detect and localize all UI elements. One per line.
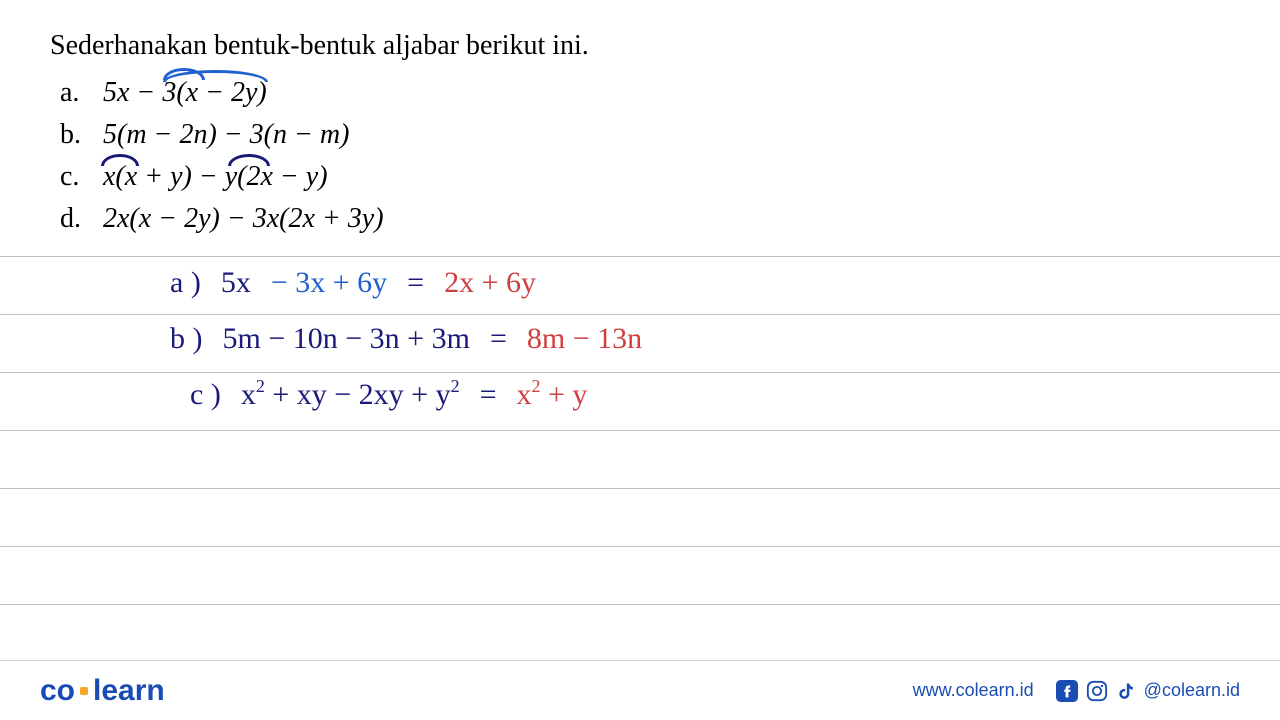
ruled-line <box>0 256 1280 257</box>
instruction-text: Sederhanakan bentuk-bentuk aljabar berik… <box>50 30 1230 62</box>
problem-item: a. 5x − 3(x − 2y) <box>60 72 1230 114</box>
social-links: @colearn.id <box>1056 680 1240 702</box>
handwritten-segment: a ) <box>170 266 201 300</box>
problem-label: a. <box>60 72 85 114</box>
handwritten-segment: c ) <box>190 378 221 412</box>
handwritten-segment: x2 + y <box>517 378 588 412</box>
ruled-line <box>0 314 1280 315</box>
expr-text: 5(m − 2n) − 3(n − m) <box>103 119 349 150</box>
facebook-icon <box>1056 680 1078 702</box>
footer: co learn www.colearn.id @colearn.id <box>0 660 1280 720</box>
handwritten-segment: 2x + 6y <box>444 266 536 300</box>
problem-list: a. 5x − 3(x − 2y) b. 5(m − 2n) − 3(n − m… <box>60 72 1230 240</box>
ruled-line <box>0 372 1280 373</box>
ruled-line <box>0 488 1280 489</box>
ruled-line <box>0 430 1280 431</box>
problem-label: c. <box>60 156 85 198</box>
handwritten-segment: = <box>490 322 507 356</box>
problem-expression: 5x − 3(x − 2y) <box>103 72 267 114</box>
logo-text-left: co <box>40 674 75 708</box>
handwritten-segment: 5m − 10n − 3n + 3m <box>223 322 470 356</box>
instagram-icon <box>1086 680 1108 702</box>
handwritten-line: a ) 5x − 3x + 6y = 2x + 6y <box>170 266 536 300</box>
handwritten-line: c ) x2 + xy − 2xy + y2 = x2 + y <box>190 378 587 412</box>
brand-logo: co learn <box>40 674 165 708</box>
problem-item: b. 5(m − 2n) − 3(n − m) <box>60 114 1230 156</box>
handwritten-segment: x2 + xy − 2xy + y2 <box>241 378 460 412</box>
tiktok-icon <box>1116 680 1136 702</box>
ruled-line <box>0 546 1280 547</box>
problem-expression: 5(m − 2n) − 3(n − m) <box>103 114 349 156</box>
handwritten-line: b ) 5m − 10n − 3n + 3m = 8m − 13n <box>170 322 642 356</box>
footer-url: www.colearn.id <box>913 680 1034 701</box>
problem-label: d. <box>60 198 85 240</box>
problem-label: b. <box>60 114 85 156</box>
social-handle: @colearn.id <box>1144 680 1240 701</box>
ruled-line <box>0 604 1280 605</box>
handwritten-segment: b ) <box>170 322 203 356</box>
logo-text-right: learn <box>93 674 165 708</box>
handwritten-segment: − 3x + 6y <box>271 266 387 300</box>
problem-item: d. 2x(x − 2y) − 3x(2x + 3y) <box>60 198 1230 240</box>
distribution-arc <box>101 154 139 166</box>
expr-text: 2x(x − 2y) − 3x(2x + 3y) <box>103 203 384 234</box>
problem-expression: x(x + y) − y(2x − y) <box>103 156 328 198</box>
logo-dot-icon <box>80 687 88 695</box>
distribution-arc <box>228 154 270 166</box>
problem-expression: 2x(x − 2y) − 3x(2x + 3y) <box>103 198 384 240</box>
problem-item: c. x(x + y) − y(2x − y) <box>60 156 1230 198</box>
handwritten-segment: = <box>480 378 497 412</box>
handwritten-segment: 8m − 13n <box>527 322 642 356</box>
handwritten-segment: 5x <box>221 266 251 300</box>
handwritten-segment: = <box>407 266 424 300</box>
